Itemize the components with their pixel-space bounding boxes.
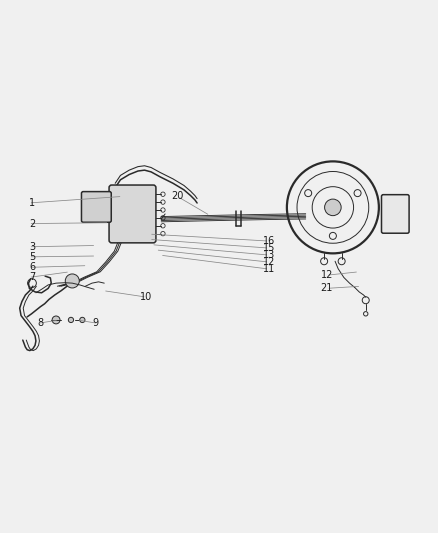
Text: 5: 5 [29,252,35,262]
Text: 12: 12 [321,270,333,280]
Text: 1: 1 [29,198,35,208]
Text: 21: 21 [321,284,333,293]
Text: 8: 8 [38,318,44,328]
Text: 20: 20 [172,191,184,201]
Text: 11: 11 [263,264,275,274]
Text: 10: 10 [140,292,152,302]
Text: 12: 12 [263,257,275,267]
Text: 6: 6 [29,262,35,272]
Circle shape [52,316,60,324]
Circle shape [65,274,79,288]
FancyBboxPatch shape [381,195,409,233]
Circle shape [325,199,341,216]
Text: 16: 16 [263,236,275,246]
Circle shape [80,317,85,322]
Text: 15: 15 [263,243,275,253]
Text: 3: 3 [29,242,35,252]
Text: 7: 7 [29,272,35,282]
Text: 2: 2 [29,219,35,229]
Circle shape [68,317,74,322]
Text: 9: 9 [92,318,98,328]
Text: 13: 13 [263,250,275,260]
FancyBboxPatch shape [109,185,156,243]
FancyBboxPatch shape [81,191,111,222]
